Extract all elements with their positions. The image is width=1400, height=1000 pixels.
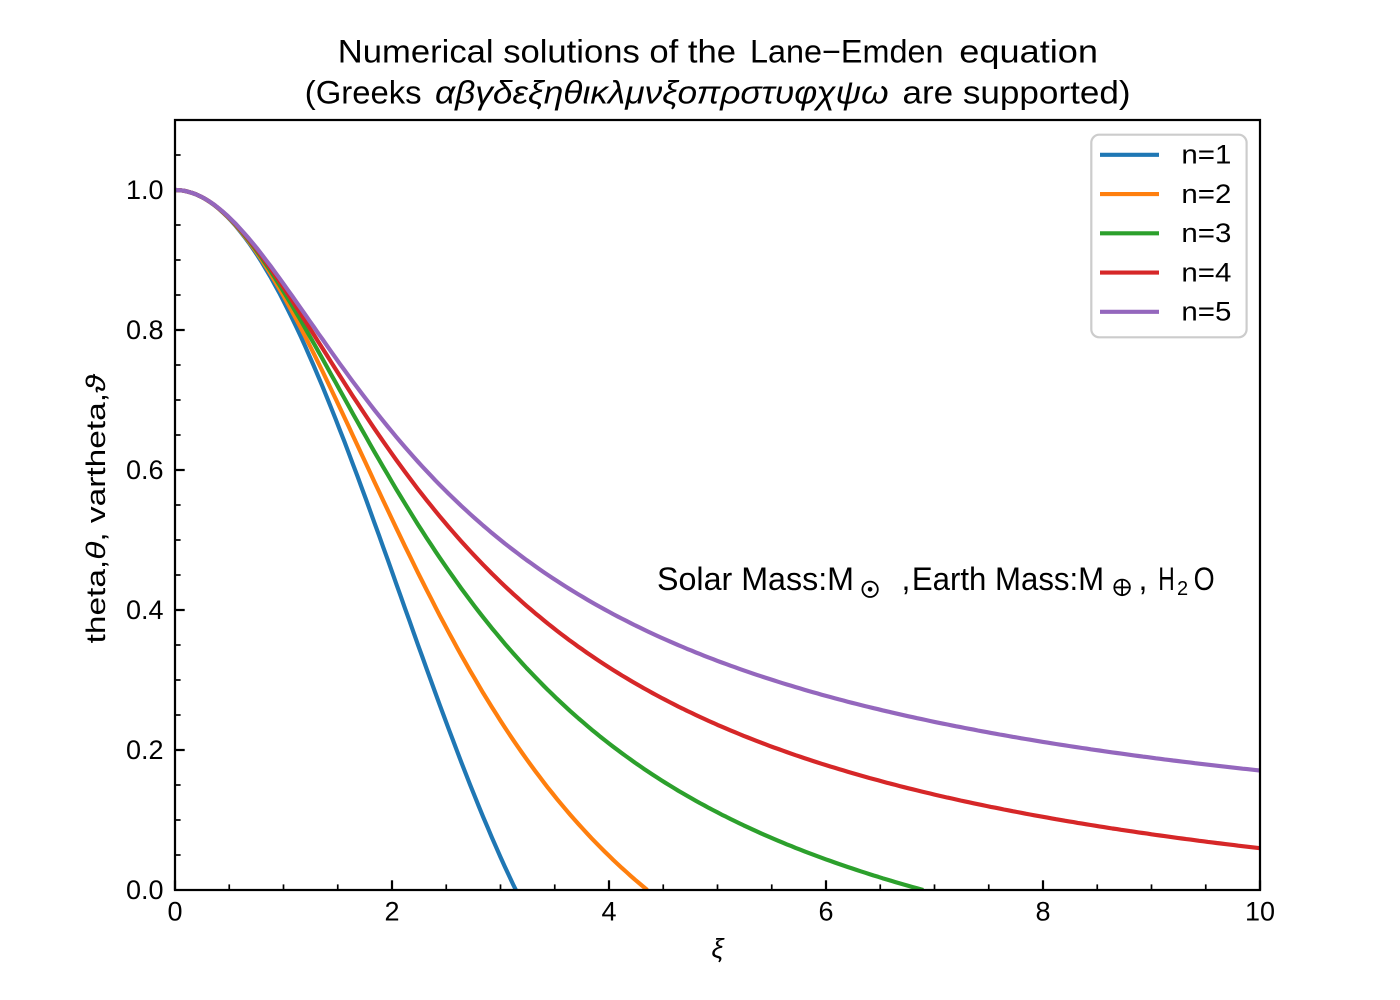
svg-text:0.8: 0.8 [126, 315, 164, 345]
svg-text:n=5: n=5 [1181, 297, 1231, 327]
svg-text:2: 2 [384, 897, 399, 927]
svg-text:0.2: 0.2 [126, 735, 164, 765]
svg-text:are supported): are supported) [903, 74, 1131, 110]
svg-text:Numerical solutions of the: Numerical solutions of the [338, 34, 736, 70]
svg-text:4: 4 [601, 897, 616, 927]
svg-text:1.0: 1.0 [126, 175, 164, 205]
svg-text:8: 8 [1035, 897, 1050, 927]
svg-text:theta,θ, vartheta,ϑ: theta,θ, vartheta,ϑ [81, 373, 111, 643]
svg-text:Lane−Emden: Lane−Emden [750, 34, 944, 70]
svg-text:n=2: n=2 [1181, 179, 1231, 209]
svg-text:ξ: ξ [711, 934, 725, 964]
svg-text:Solar Mass:M: Solar Mass:M [657, 561, 854, 597]
svg-text:n=4: n=4 [1181, 257, 1231, 287]
svg-text:0.6: 0.6 [126, 455, 164, 485]
svg-text:0: 0 [167, 897, 182, 927]
svg-text:equation: equation [959, 34, 1098, 70]
svg-text:O: O [1194, 561, 1215, 597]
svg-text:(Greeks: (Greeks [305, 74, 422, 110]
svg-text:6: 6 [818, 897, 833, 927]
svg-text:10: 10 [1245, 897, 1275, 927]
svg-text:,: , [1139, 561, 1148, 597]
svg-text:αβγδεξηθικλμνξοπρστυφχψω: αβγδεξηθικλμνξοπρστυφχψω [435, 74, 889, 110]
svg-text:,: , [902, 561, 911, 597]
svg-text:2: 2 [1177, 578, 1188, 600]
svg-text:n=1: n=1 [1181, 140, 1231, 170]
svg-text:H: H [1158, 561, 1175, 597]
svg-text:Earth Mass:M: Earth Mass:M [912, 561, 1104, 597]
svg-text:0.4: 0.4 [126, 595, 164, 625]
svg-text:n=3: n=3 [1181, 218, 1231, 248]
svg-text:0.0: 0.0 [126, 875, 164, 905]
